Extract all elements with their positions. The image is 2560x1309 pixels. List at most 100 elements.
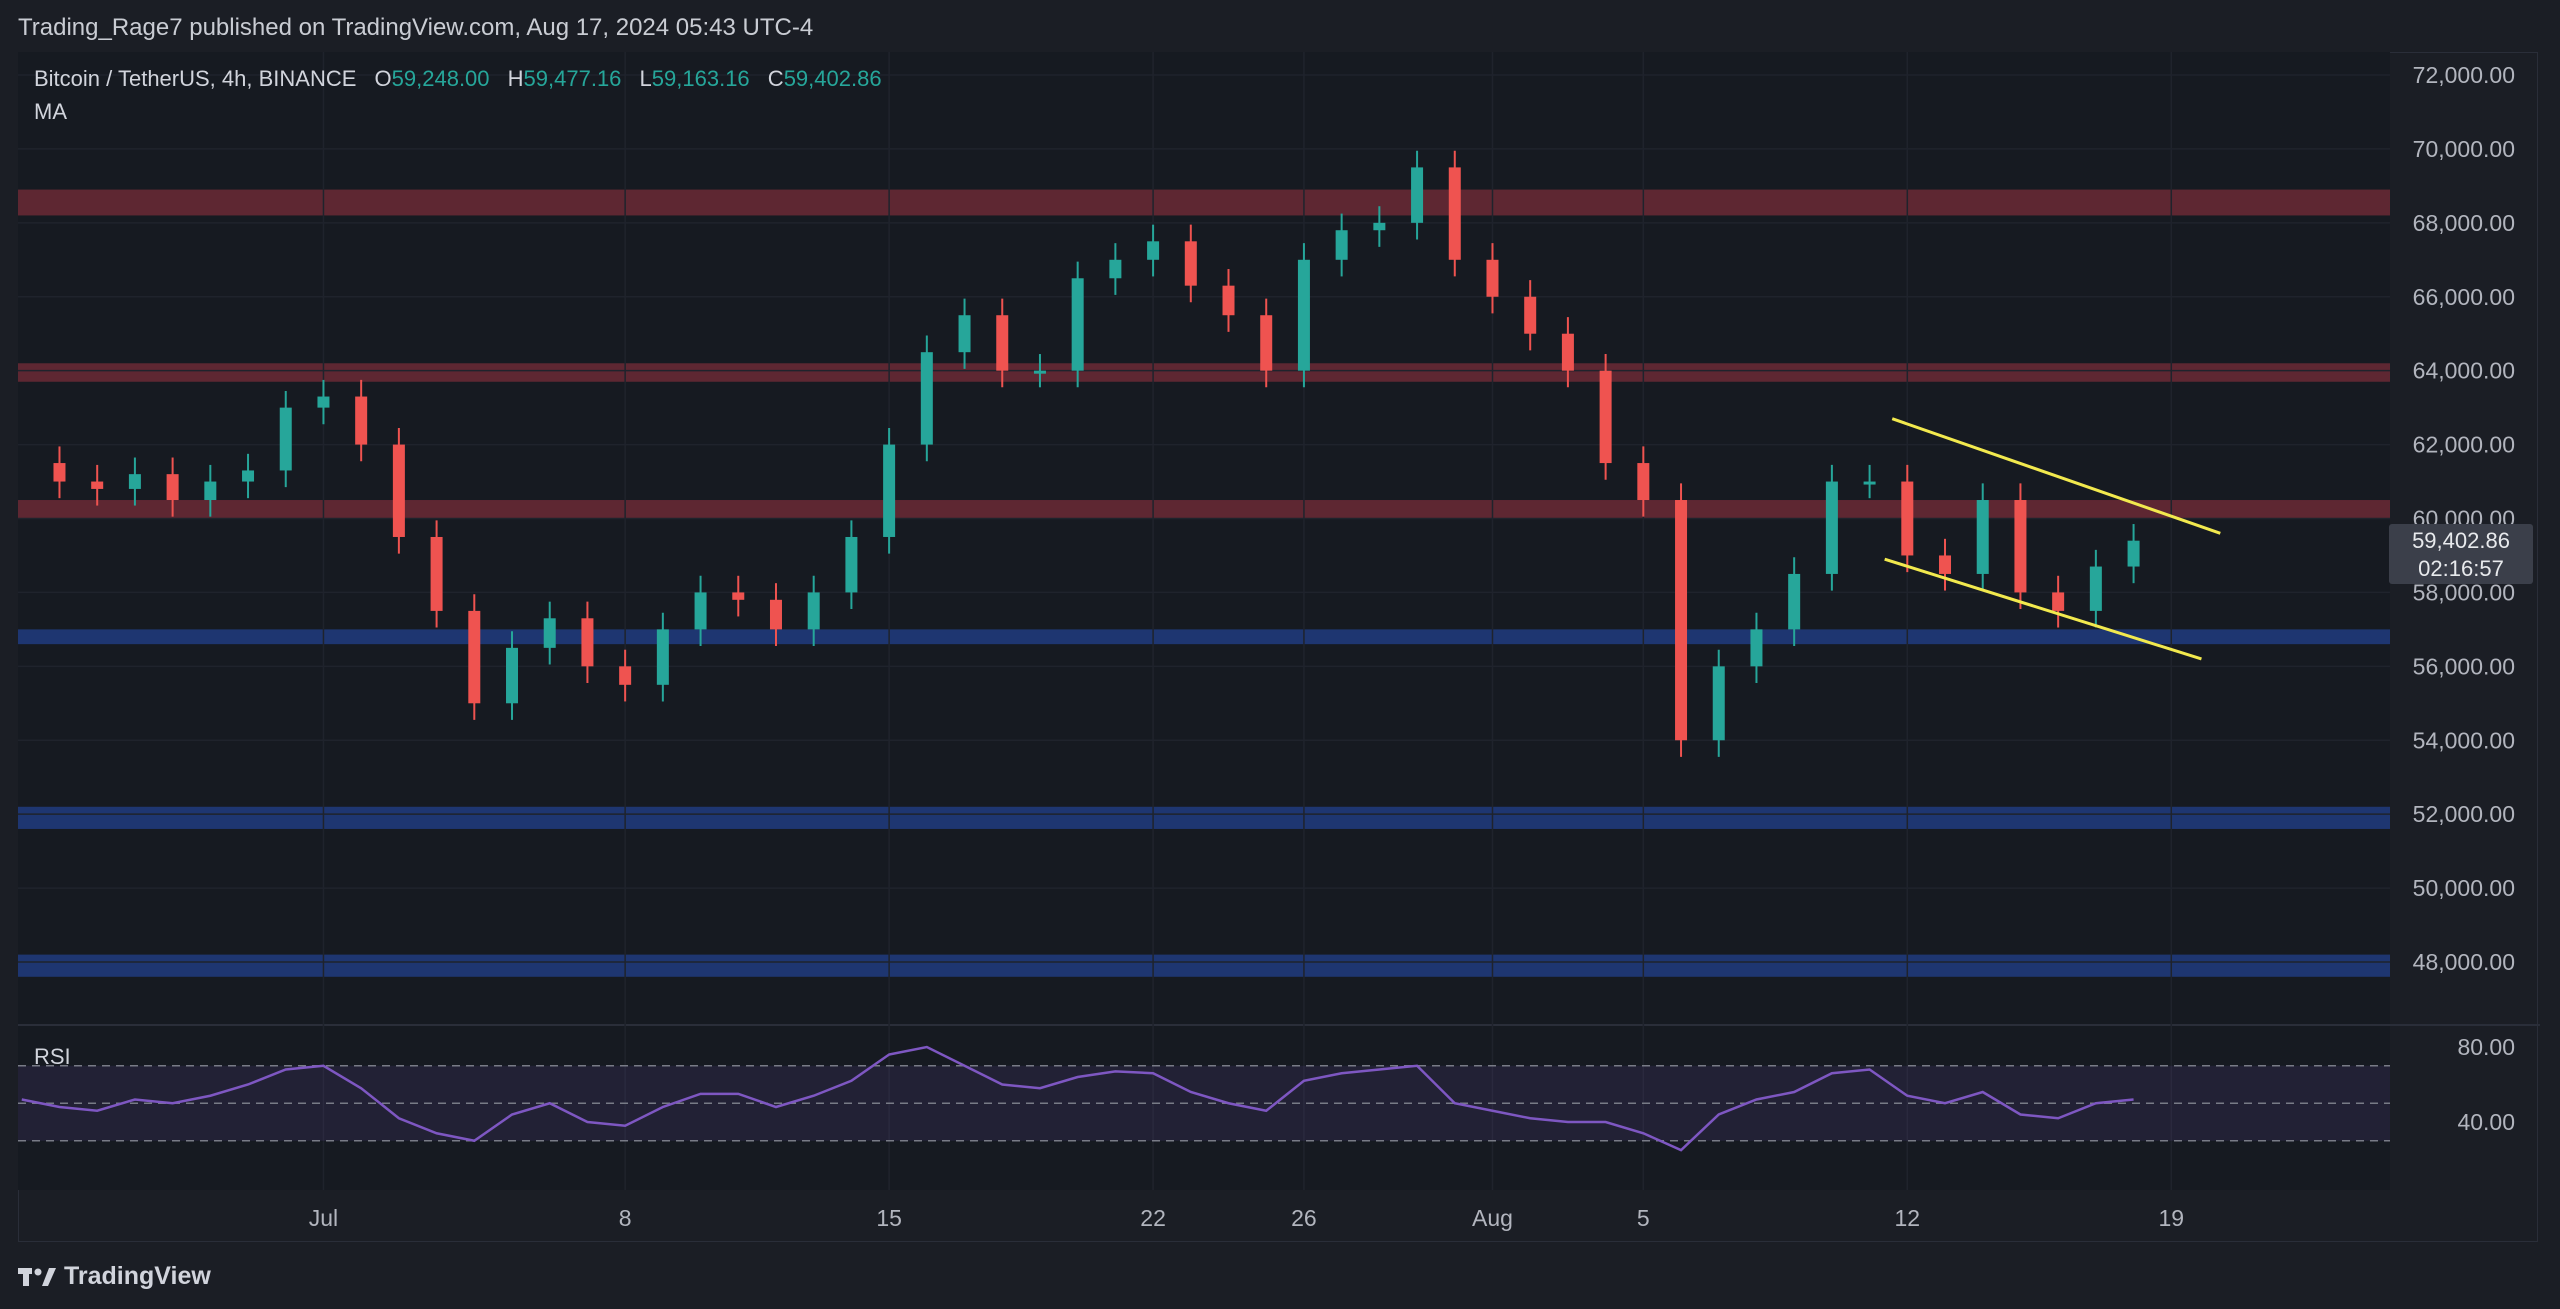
candle-body-37 bbox=[1411, 167, 1424, 223]
symbol-name: Bitcoin / TetherUS, 4h, BINANCE bbox=[34, 66, 357, 91]
candle-body-8 bbox=[317, 396, 330, 408]
price-tick-4: 64,000.00 bbox=[2413, 358, 2515, 384]
price-axis: 72,000.00 70,000.00 68,000.00 66,000.00 64,0… bbox=[2413, 62, 2515, 975]
price-tick-8: 56,000.00 bbox=[2413, 653, 2515, 679]
resistance-zone-2 bbox=[18, 500, 2390, 519]
last-price-value: 59,402.86 bbox=[2412, 528, 2510, 553]
candle-body-23 bbox=[883, 444, 896, 537]
candle-body-18 bbox=[694, 592, 707, 630]
candle-body-45 bbox=[1712, 666, 1725, 741]
candle-body-52 bbox=[1976, 500, 1989, 574]
candle-body-50 bbox=[1901, 481, 1914, 556]
time-tick-6: 5 bbox=[1637, 1205, 1650, 1231]
candle-body-34 bbox=[1297, 259, 1310, 371]
candle-body-40 bbox=[1524, 296, 1537, 334]
rsi-layer: 80.00 40.00 bbox=[18, 1034, 2515, 1152]
tradingview-icon bbox=[18, 1267, 56, 1286]
candle-body-54 bbox=[2052, 592, 2065, 611]
candle-body-16 bbox=[619, 666, 632, 685]
close-label: C bbox=[767, 66, 784, 91]
channel-layer bbox=[1884, 417, 2221, 661]
time-tick-1: 8 bbox=[619, 1205, 632, 1231]
candle-body-20 bbox=[769, 599, 782, 630]
candle-body-24 bbox=[920, 352, 933, 445]
candle-body-7 bbox=[279, 407, 292, 471]
ma-indicator-label[interactable]: MA bbox=[34, 99, 67, 124]
rsi-indicator-label[interactable]: RSI bbox=[34, 1044, 71, 1069]
candle-body-33 bbox=[1260, 315, 1273, 371]
candle-body-3 bbox=[128, 474, 141, 489]
candle-body-26 bbox=[996, 315, 1009, 371]
support-zone-2 bbox=[18, 954, 2390, 977]
candle-body-48 bbox=[1825, 481, 1838, 574]
open-label: O bbox=[374, 66, 392, 91]
candle-body-4 bbox=[166, 474, 179, 501]
price-tick-12: 48,000.00 bbox=[2413, 949, 2515, 975]
candle-body-55 bbox=[2089, 566, 2102, 611]
price-tick-5: 62,000.00 bbox=[2413, 432, 2515, 458]
candle-body-39 bbox=[1486, 259, 1499, 297]
candle-body-13 bbox=[506, 647, 519, 704]
price-tick-0: 72,000.00 bbox=[2413, 62, 2515, 88]
time-tick-0: Jul bbox=[309, 1205, 338, 1231]
candle-body-15 bbox=[581, 618, 594, 667]
bar-countdown: 02:16:57 bbox=[2418, 556, 2504, 581]
last-price-badge: 59,402.86 02:16:57 bbox=[2389, 524, 2533, 584]
candle-body-9 bbox=[355, 396, 368, 445]
candle-body-12 bbox=[468, 610, 481, 704]
candle-body-41 bbox=[1561, 333, 1574, 371]
candle-body-56 bbox=[2127, 540, 2140, 567]
tradingview-logo[interactable]: TradingView bbox=[18, 1262, 211, 1291]
candle-body-1 bbox=[53, 463, 66, 482]
candle-body-30 bbox=[1147, 241, 1160, 260]
rsi-line bbox=[21, 1045, 2134, 1152]
candle-body-5 bbox=[204, 481, 217, 501]
time-axis: Jul 8 15 22 26 Aug 5 12 19 bbox=[309, 1205, 2184, 1231]
low-label: L bbox=[639, 66, 652, 91]
footer-brand: TradingView bbox=[64, 1262, 211, 1290]
candle-body-11 bbox=[430, 536, 443, 611]
candle-body-17 bbox=[656, 629, 669, 685]
candle-body-42 bbox=[1599, 370, 1612, 464]
candle-body-19 bbox=[732, 592, 745, 600]
candle-body-43 bbox=[1637, 463, 1650, 501]
rsi-tick-0: 80.00 bbox=[2457, 1034, 2515, 1060]
time-tick-4: 26 bbox=[1291, 1205, 1317, 1231]
price-tick-11: 50,000.00 bbox=[2413, 875, 2515, 901]
candle-body-44 bbox=[1675, 500, 1688, 741]
time-tick-3: 22 bbox=[1140, 1205, 1166, 1231]
price-tick-1: 70,000.00 bbox=[2413, 136, 2515, 162]
price-tick-10: 52,000.00 bbox=[2413, 801, 2515, 827]
price-tick-2: 68,000.00 bbox=[2413, 210, 2515, 236]
high-value: 59,477.16 bbox=[523, 66, 622, 91]
rsi-tick-1: 40.00 bbox=[2457, 1109, 2515, 1135]
candle-body-47 bbox=[1788, 573, 1801, 630]
time-tick-7: 12 bbox=[1895, 1205, 1921, 1231]
candle-body-21 bbox=[807, 592, 820, 630]
candle-body-2 bbox=[91, 481, 104, 489]
low-value: 59,163.16 bbox=[651, 66, 750, 91]
candle-body-38 bbox=[1448, 167, 1461, 260]
candles-layer bbox=[53, 150, 2140, 757]
candle-body-46 bbox=[1750, 629, 1763, 667]
candle-body-28 bbox=[1071, 278, 1084, 371]
close-value: 59,402.86 bbox=[783, 66, 882, 91]
support-zone-0 bbox=[18, 629, 2390, 645]
publish-info: Trading_Rage7 published on TradingView.c… bbox=[18, 14, 814, 41]
candle-body-31 bbox=[1184, 241, 1197, 286]
time-tick-2: 15 bbox=[876, 1205, 902, 1231]
candle-body-22 bbox=[845, 536, 858, 593]
price-tick-3: 66,000.00 bbox=[2413, 284, 2515, 310]
candle-body-51 bbox=[1939, 555, 1952, 574]
candle-body-49 bbox=[1863, 481, 1876, 485]
resistance-zone-0 bbox=[18, 189, 2390, 216]
candle-body-27 bbox=[1033, 370, 1046, 374]
time-tick-8: 19 bbox=[2158, 1205, 2184, 1231]
channel-upper-line bbox=[1891, 417, 2221, 535]
support-zone-1 bbox=[18, 806, 2390, 829]
candle-body-10 bbox=[392, 444, 405, 537]
rsi-pane-bg bbox=[18, 1025, 2390, 1190]
candle-body-36 bbox=[1373, 222, 1386, 231]
